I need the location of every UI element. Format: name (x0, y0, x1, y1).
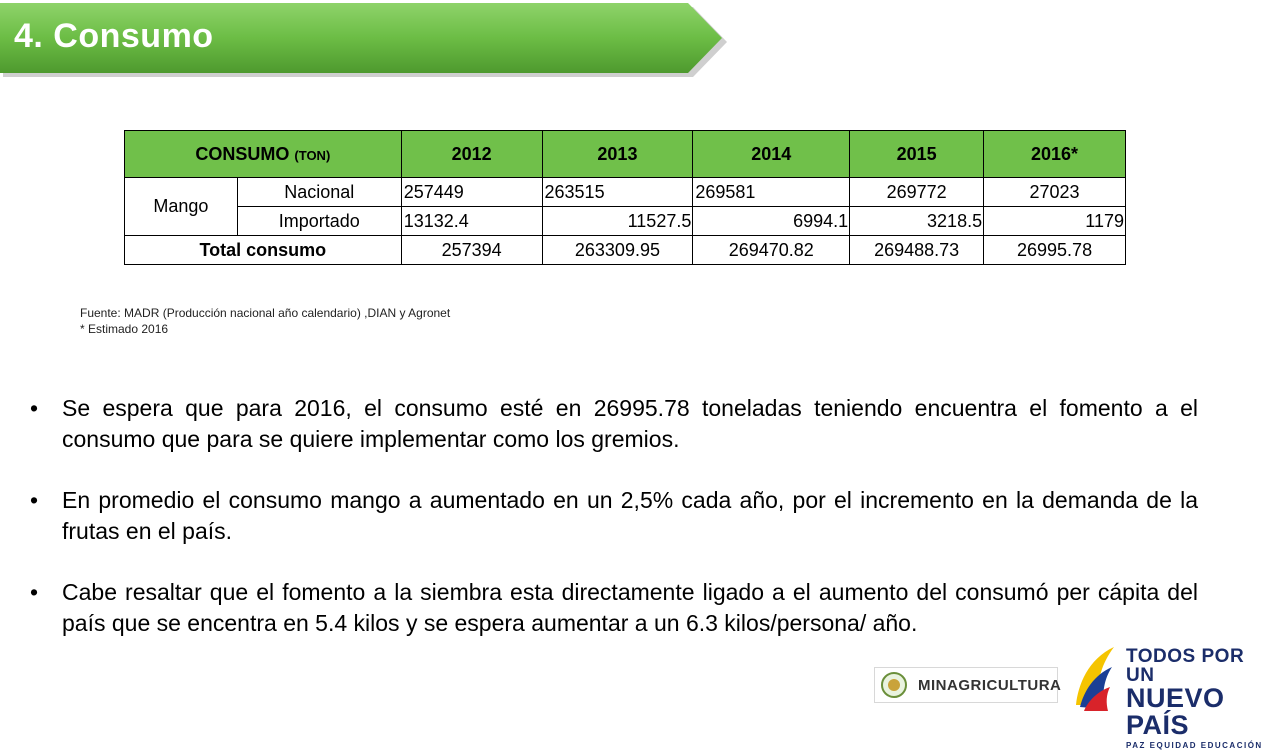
table-cell: 257449 (400, 177, 543, 207)
row-label: Importado (236, 206, 402, 236)
coat-of-arms-icon (874, 667, 1058, 703)
row-group-label: Mango (124, 177, 238, 236)
table-cell: 269581 (692, 177, 851, 207)
row-label: Nacional (236, 177, 402, 207)
bullet-item: • En promedio el consumo mango a aumenta… (30, 485, 1198, 547)
table-total-row: Total consumo 257394 263309.95 269470.82… (124, 235, 1126, 265)
bullet-text: Se espera que para 2016, el consumo esté… (62, 395, 1198, 452)
consumo-table: CONSUMO (TON) 2012 2013 2014 2015 2016* … (124, 130, 1126, 265)
total-cell: 26995.78 (983, 235, 1126, 265)
header-year: 2016* (983, 130, 1126, 178)
header-consumo: CONSUMO (TON) (124, 130, 402, 178)
todos-text-block: TODOS POR UN NUEVO PAÍS PAZ EQUIDAD EDUC… (1126, 647, 1268, 750)
table-cell: 11527.5 (541, 206, 694, 236)
bullet-dot: • (30, 579, 39, 605)
todos-line3: PAZ EQUIDAD EDUCACIÓN (1126, 741, 1263, 750)
header-label: CONSUMO (195, 143, 290, 164)
header-year: 2015 (849, 130, 985, 178)
minagricultura-text: MINAGRICULTURA (918, 677, 1062, 694)
estimate-note: * Estimado 2016 (80, 322, 169, 336)
bullet-item: • Cabe resaltar que el fomento a la siem… (30, 577, 1198, 639)
header-year: 2013 (541, 130, 694, 178)
todos-line1: TODOS POR UN (1126, 646, 1245, 686)
total-cell: 257394 (400, 235, 543, 265)
bullet-text: Cabe resaltar que el fomento a la siembr… (62, 579, 1198, 636)
flag-wave-icon (1076, 647, 1114, 711)
minagricultura-logo: MINAGRICULTURA (874, 667, 1062, 703)
banner-arrow-shape (0, 3, 727, 77)
todos-line2: NUEVO PAÍS (1126, 683, 1225, 740)
bullet-dot: • (30, 395, 39, 421)
table-cell: 263515 (541, 177, 694, 207)
table-row: Importado 13132.4 11527.5 6994.1 3218.5 … (125, 206, 1126, 236)
table-cell: 6994.1 (692, 206, 851, 236)
total-cell: 263309.95 (541, 235, 694, 265)
table-row: Mango Nacional 257449 263515 269581 2697… (124, 177, 1126, 236)
total-cell: 269488.73 (849, 235, 985, 265)
source-line: Fuente: MADR (Producción nacional año ca… (80, 306, 451, 320)
table-header-row: CONSUMO (TON) 2012 2013 2014 2015 2016* (124, 130, 1126, 178)
total-label: Total consumo (124, 235, 402, 265)
bullet-dot: • (30, 487, 39, 513)
bullet-list: • Se espera que para 2016, el consumo es… (30, 393, 1198, 669)
todos-por-un-nuevo-pais-logo: TODOS POR UN NUEVO PAÍS PAZ EQUIDAD EDUC… (1068, 645, 1268, 750)
table-cell: 27023 (983, 177, 1126, 207)
table-cell: 269772 (849, 177, 985, 207)
total-cell: 269470.82 (692, 235, 851, 265)
table-cell: 13132.4 (400, 206, 543, 236)
table-cell: 1179 (983, 206, 1126, 236)
header-year: 2012 (400, 130, 543, 178)
source-note: Fuente: MADR (Producción nacional año ca… (80, 305, 500, 337)
table-cell: 3218.5 (849, 206, 985, 236)
header-year: 2014 (692, 130, 851, 178)
header-unit: (TON) (294, 147, 331, 163)
title-banner: 4. Consumo (0, 3, 728, 77)
bullet-text: En promedio el consumo mango a aumentado… (62, 487, 1198, 544)
page-title: 4. Consumo (14, 17, 214, 55)
bullet-item: • Se espera que para 2016, el consumo es… (30, 393, 1198, 455)
